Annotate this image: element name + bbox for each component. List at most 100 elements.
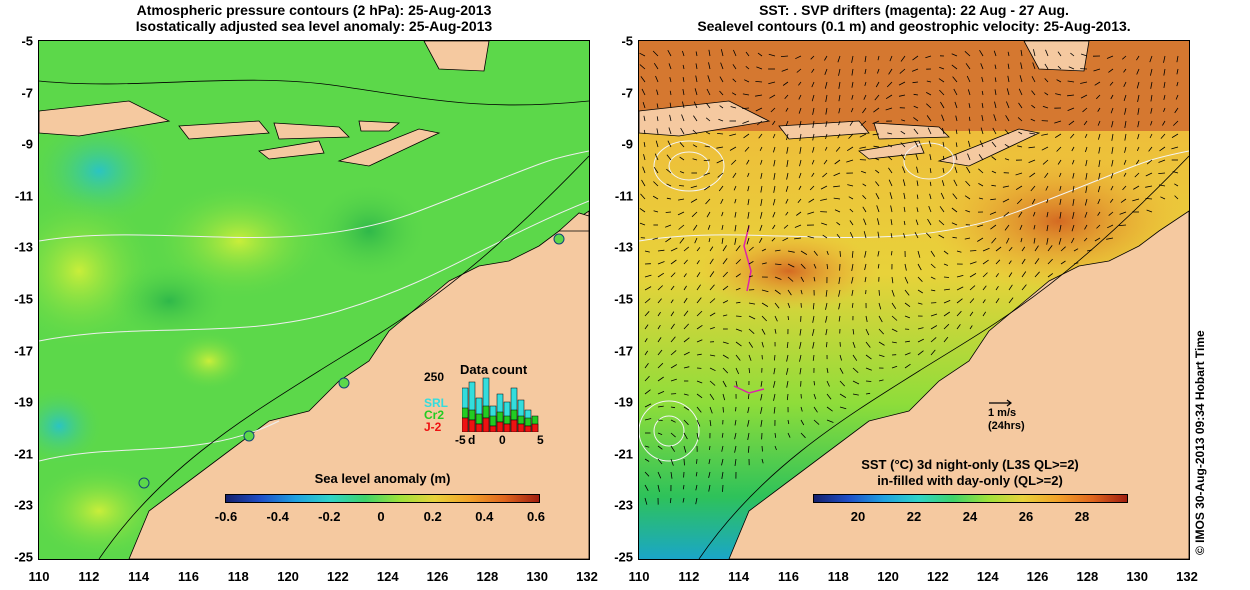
x-tick-label: 114: [728, 569, 750, 584]
velocity-arrow: [825, 302, 828, 310]
velocity-arrow: [644, 286, 652, 291]
velocity-arrow: [969, 285, 976, 291]
velocity-arrow: [760, 211, 763, 219]
velocity-arrow: [951, 222, 958, 226]
velocity-arrow: [1073, 262, 1079, 265]
velocity-arrow: [768, 81, 776, 85]
velocity-arrow: [917, 276, 923, 282]
velocity-arrow: [1122, 185, 1127, 191]
velocity-arrow: [995, 298, 1000, 304]
velocity-arrow: [644, 274, 652, 278]
velocity-arrow: [787, 289, 792, 296]
velocity-arrow: [993, 50, 997, 57]
velocity-arrow: [678, 198, 685, 201]
velocity-arrow: [696, 432, 699, 440]
velocity-arrow: [657, 337, 662, 343]
velocity-arrow: [759, 146, 763, 151]
velocity-arrow: [733, 185, 737, 191]
velocity-arrow: [744, 146, 750, 152]
velocity-arrow: [709, 246, 714, 252]
velocity-arrow: [846, 159, 854, 163]
velocity-arrow: [956, 250, 962, 253]
velocity-arrow: [643, 129, 646, 135]
velocity-arrow: [1028, 146, 1036, 149]
velocity-arrow: [722, 245, 727, 252]
velocity-arrow: [732, 78, 737, 83]
velocity-arrow: [670, 445, 676, 452]
right-title-line1: SST: . SVP drifters (magenta): 22 Aug - …: [759, 2, 1069, 18]
velocity-arrow: [851, 276, 854, 284]
velocity-arrow: [670, 336, 676, 343]
velocity-arrow: [917, 302, 923, 305]
x-tick-label: 126: [426, 569, 449, 584]
velocity-arrow: [912, 55, 919, 61]
velocity-arrow: [1159, 146, 1166, 152]
velocity-arrow: [1017, 145, 1023, 148]
velocity-arrow: [1097, 198, 1101, 205]
velocity-arrow: [691, 211, 698, 218]
velocity-arrow: [1146, 159, 1153, 165]
velocity-arrow: [717, 172, 724, 178]
velocity-arrow: [1149, 55, 1153, 63]
velocity-arrow: [928, 205, 932, 213]
velocity-arrow: [904, 363, 911, 369]
velocity-arrow: [981, 76, 984, 83]
velocity-arrow: [1084, 133, 1088, 138]
velocity-arrow: [1086, 249, 1093, 252]
velocity-arrow: [1033, 224, 1036, 230]
velocity-arrow: [930, 263, 936, 269]
velocity-arrow: [774, 445, 777, 451]
velocity-arrow: [991, 170, 997, 174]
velocity-arrow: [956, 310, 962, 317]
velocity-arrow: [852, 380, 860, 385]
velocity-arrow: [864, 55, 867, 63]
velocity-arrow: [1018, 88, 1023, 96]
velocity-arrow: [991, 156, 997, 161]
velocity-arrow: [1072, 198, 1075, 206]
velocity-arrow: [682, 497, 685, 503]
velocity-arrow: [1068, 120, 1075, 126]
velocity-arrow: [917, 263, 922, 271]
velocity-arrow: [826, 419, 834, 423]
velocity-arrow: [1109, 81, 1114, 86]
velocity-arrow: [800, 276, 805, 282]
velocity-arrow: [1123, 172, 1127, 177]
velocity-arrow: [838, 289, 841, 297]
x-tick-label: 130: [526, 569, 549, 584]
velocity-arrow: [748, 315, 756, 320]
velocity-arrow: [952, 236, 958, 239]
velocity-arrow: [885, 94, 893, 100]
velocity-arrow: [722, 285, 729, 291]
y-tick-label: -15: [14, 291, 33, 307]
velocity-arrow: [822, 234, 828, 239]
velocity-arrow: [929, 193, 932, 200]
velocity-arrow: [965, 210, 971, 213]
velocity-arrow: [1083, 120, 1088, 126]
y-tick-label: -9: [21, 136, 33, 152]
velocity-arrow: [812, 107, 815, 115]
velocity-arrow: [692, 144, 698, 148]
velocity-arrow: [991, 237, 997, 244]
velocity-arrow: [968, 140, 971, 148]
velocity-arrow: [796, 211, 802, 216]
velocity-arrow: [1150, 107, 1153, 114]
velocity-arrow: [644, 445, 650, 448]
velocity-arrow: [888, 167, 893, 174]
velocity-arrow: [1059, 172, 1062, 178]
velocity-arrow: [759, 237, 763, 243]
data-count-xtick-0: -5: [455, 433, 466, 447]
velocity-arrow: [669, 102, 672, 109]
velocity-arrow: [756, 66, 763, 70]
velocity-arrow: [1060, 246, 1066, 252]
velocity-arrow: [1044, 63, 1049, 70]
velocity-arrow: [759, 224, 763, 232]
velocity-arrow: [748, 275, 753, 278]
velocity-arrow: [965, 63, 971, 70]
velocity-arrow: [1041, 146, 1049, 151]
velocity-arrow: [718, 185, 724, 192]
velocity-arrow: [1171, 146, 1179, 150]
velocity-arrow: [835, 146, 841, 152]
velocity-arrow: [968, 116, 971, 122]
velocity-arrow: [838, 120, 841, 126]
velocity-arrow: [990, 198, 997, 201]
